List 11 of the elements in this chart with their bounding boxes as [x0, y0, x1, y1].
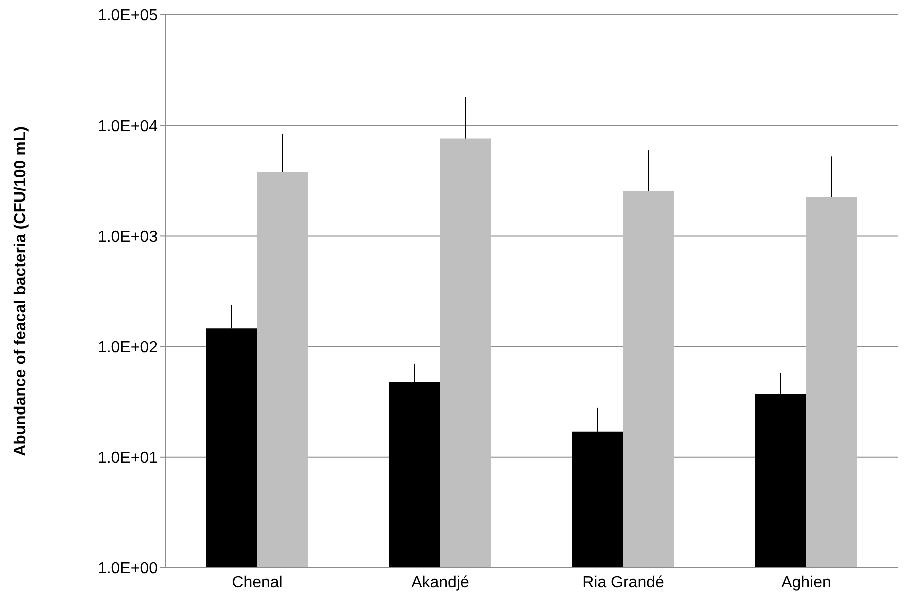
- y-axis-title: Abundance of feacal bacteria (CFU/100 mL): [12, 126, 30, 456]
- y-tick-label: 1.0E+03: [98, 228, 158, 246]
- y-tick-label: 1.0E+00: [98, 560, 158, 578]
- y-tick-label: 1.0E+01: [98, 450, 158, 468]
- y-tick-label: 1.0E+02: [98, 339, 158, 356]
- y-tick-label: 1.0E+05: [98, 8, 158, 25]
- x-tick-label: Ria Grandé: [582, 574, 665, 592]
- x-tick-label: Aghien: [782, 574, 832, 592]
- x-tick-label: Chenal: [232, 574, 283, 592]
- y-tick-label: 1.0E+04: [98, 118, 158, 136]
- x-tick-label: Akandjé: [412, 574, 470, 592]
